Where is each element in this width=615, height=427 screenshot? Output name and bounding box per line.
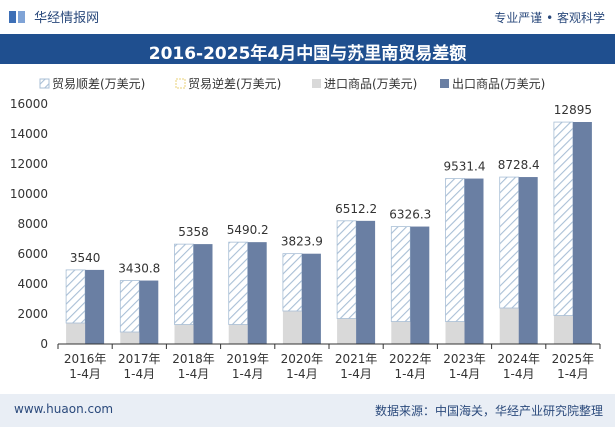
import-bar <box>228 324 248 344</box>
chart-title: 2016-2025年4月中国与苏里南贸易差额 <box>148 44 467 64</box>
data-label: 3430.8 <box>118 262 160 276</box>
y-tick-label: 16000 <box>10 97 48 111</box>
bar-chart: 贸易顺差(万美元) 贸易逆差(万美元) 进口商品(万美元) 出口商品(万美元) 0 20… <box>10 76 601 381</box>
data-label: 6326.3 <box>389 208 431 222</box>
chart-area: 贸易顺差(万美元) 贸易逆差(万美元) 进口商品(万美元) 出口商品(万美元) 0 20… <box>0 64 615 394</box>
import-bar <box>553 315 573 344</box>
y-tick-label: 12000 <box>10 157 48 171</box>
surplus-bar <box>445 178 465 322</box>
x-tick-label: 2022年 1-4月 <box>389 352 432 381</box>
y-tick-label: 14000 <box>10 127 48 141</box>
export-bar <box>518 177 538 344</box>
legend-swatch-surplus <box>39 78 50 89</box>
website-link[interactable]: www.huaon.com <box>14 402 114 416</box>
data-label: 5490.2 <box>227 223 269 237</box>
y-tick-label: 10000 <box>10 187 48 201</box>
title-bar: 2016-2025年4月中国与苏里南贸易差额 <box>0 34 615 64</box>
x-tick-label: 2025年 1-4月 <box>552 352 595 381</box>
surplus-bar <box>228 241 249 325</box>
import-bar <box>66 323 86 344</box>
x-tick-label: 2023年 1-4月 <box>443 352 486 381</box>
data-label: 6512.2 <box>335 202 377 216</box>
surplus-bar <box>65 269 86 324</box>
x-tick-label: 2016年 1-4月 <box>64 352 107 381</box>
y-tick-label: 0 <box>40 337 48 351</box>
legend-label: 进口商品(万美元) <box>324 76 417 91</box>
surplus-bar <box>390 226 411 322</box>
brand[interactable]: 华经情报网 <box>8 7 99 26</box>
export-bar <box>85 269 105 344</box>
x-tick-label: 2021年 1-4月 <box>335 352 378 381</box>
legend-swatch-export <box>440 79 449 88</box>
x-tick-label: 2019年 1-4月 <box>226 352 269 381</box>
import-bar <box>174 324 194 344</box>
bars: 3540 3430.8 5358 5490.2 3823.9 6512.2 6326.3 95… <box>65 103 592 344</box>
export-bar <box>247 242 267 344</box>
import-bar <box>445 321 465 344</box>
export-bar <box>193 244 213 344</box>
export-bar <box>572 122 592 344</box>
legend-label: 贸易顺差(万美元) <box>52 77 145 91</box>
x-tick-label: 2020年 1-4月 <box>281 352 324 381</box>
y-tick-label: 8000 <box>17 217 48 231</box>
footer: www.huaon.com 数据来源：中国海关，华经产业研究院整理 <box>0 394 615 427</box>
surplus-bar <box>499 176 520 309</box>
surplus-bar <box>553 121 574 316</box>
legend-label: 贸易逆差(万美元) <box>188 76 281 91</box>
export-bar <box>410 226 430 344</box>
export-bar <box>464 178 484 344</box>
export-bar <box>139 280 159 344</box>
y-tick-label: 4000 <box>17 277 48 291</box>
legend-swatch-deficit <box>175 78 186 89</box>
surplus-bar <box>119 280 140 333</box>
y-axis: 0 2000 4000 6000 8000 10000 12000 14000 16000 <box>10 97 48 351</box>
header: 华经情报网 专业严谨 • 客观科学 <box>0 0 615 34</box>
data-source: 数据来源：中国海关，华经产业研究院整理 <box>374 404 603 418</box>
export-bar <box>301 253 321 344</box>
x-tick-label: 2024年 1-4月 <box>497 352 540 381</box>
data-label: 9531.4 <box>444 160 486 174</box>
y-tick-label: 6000 <box>17 247 48 261</box>
tagline: 专业严谨 • 客观科学 <box>494 11 605 25</box>
data-label: 3823.9 <box>281 235 323 249</box>
data-label: 5358 <box>178 225 209 239</box>
huajing-logo-icon <box>9 10 25 23</box>
import-bar <box>391 321 411 344</box>
surplus-bar <box>336 220 357 319</box>
x-axis: 2016年 1-4月 2017年 1-4月 2018年 1-4月 2019年 1-4月 2020… <box>57 343 601 381</box>
data-label: 8728.4 <box>498 158 540 172</box>
import-bar <box>499 308 519 344</box>
data-label: 3540 <box>70 251 101 265</box>
x-tick-label: 2017年 1-4月 <box>118 352 161 381</box>
import-bar <box>120 332 140 344</box>
surplus-bar <box>282 253 303 312</box>
legend-label: 出口商品(万美元) <box>452 76 545 91</box>
surplus-bar <box>174 243 194 325</box>
legend: 贸易顺差(万美元) 贸易逆差(万美元) 进口商品(万美元) 出口商品(万美元) <box>39 76 545 91</box>
x-tick-label: 2018年 1-4月 <box>172 352 215 381</box>
export-bar <box>356 220 376 344</box>
legend-swatch-import <box>312 79 321 88</box>
import-bar <box>337 318 357 344</box>
y-tick-label: 2000 <box>17 307 48 321</box>
brand-name: 华经情报网 <box>34 11 100 26</box>
data-label: 12895 <box>554 103 592 117</box>
import-bar <box>282 311 302 344</box>
